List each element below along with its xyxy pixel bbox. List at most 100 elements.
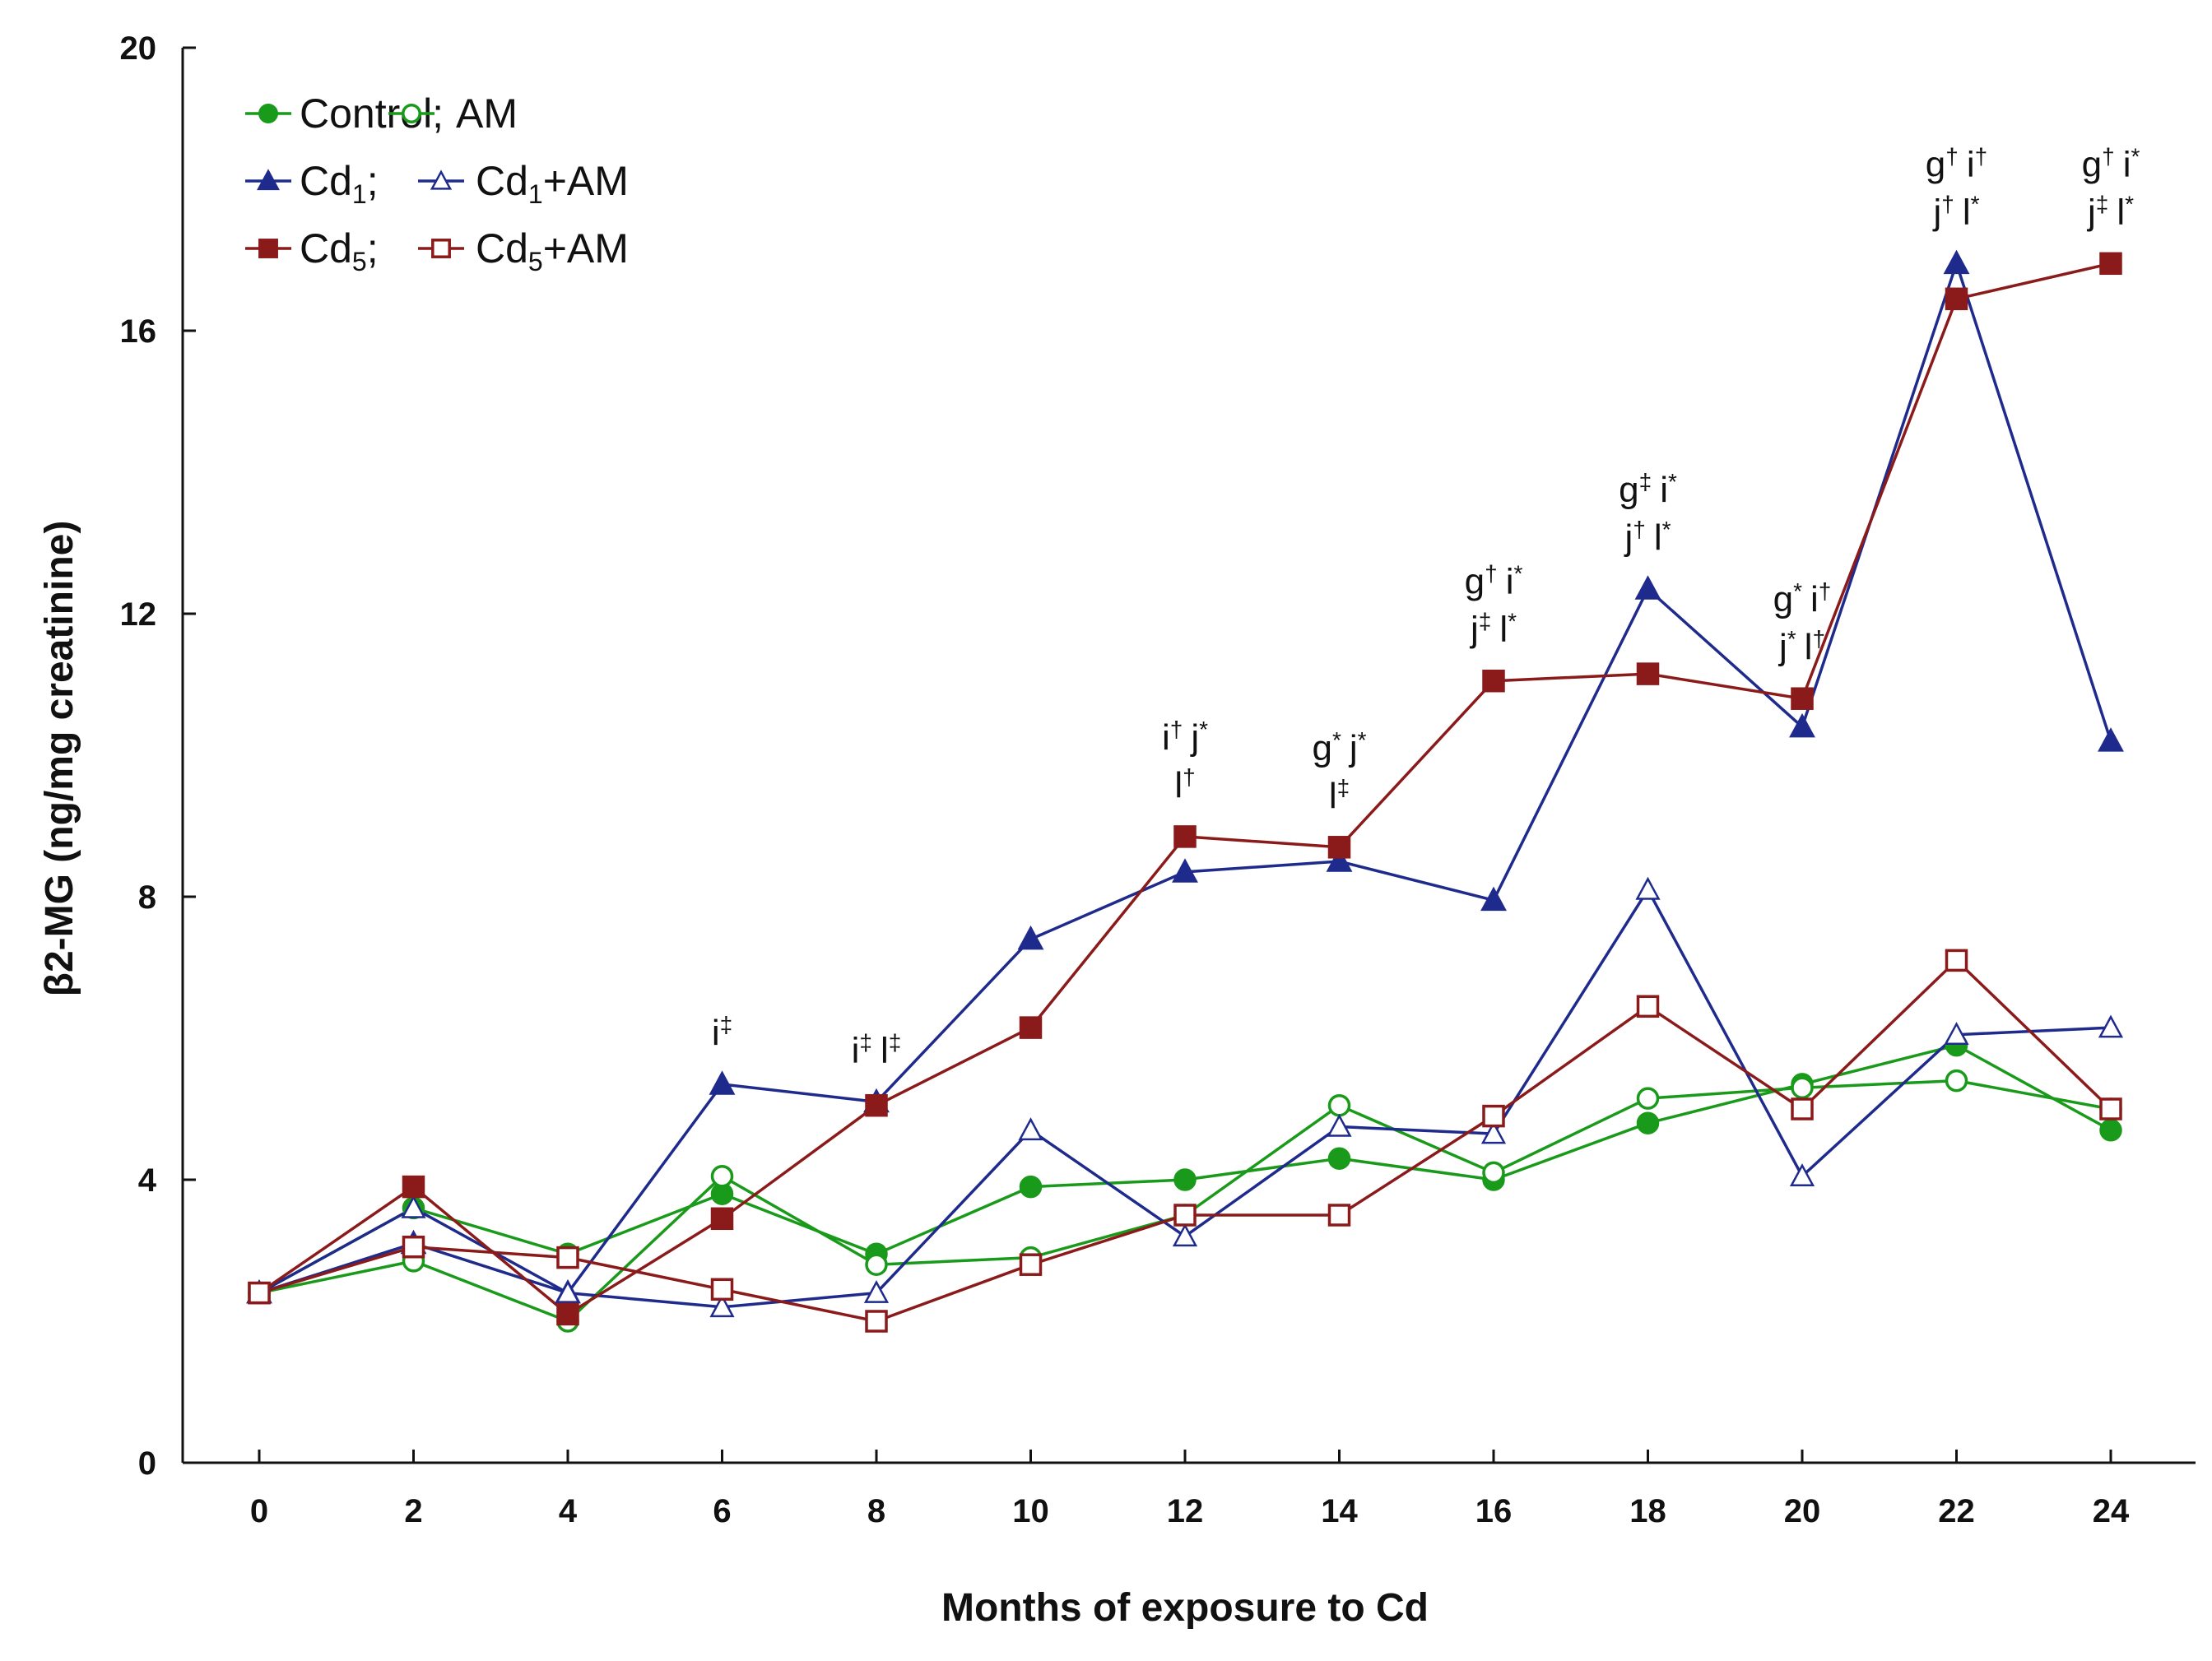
legend-label-subscript: 1 bbox=[528, 179, 543, 209]
annotation-symbol: † bbox=[1170, 716, 1183, 741]
legend-label-tail: ; bbox=[367, 225, 379, 271]
annotation-letter: j bbox=[1778, 627, 1787, 667]
data-point-cd5-am bbox=[1482, 1104, 1505, 1128]
data-point-cd5 bbox=[1327, 836, 1351, 859]
annotation-symbol: * bbox=[1971, 191, 1980, 216]
annotation-label: i‡ bbox=[712, 1011, 732, 1053]
annotation-label: j‡ l* bbox=[2086, 191, 2134, 233]
annotation-label: l‡ bbox=[1329, 774, 1350, 816]
annotation-letter: l bbox=[1963, 192, 1971, 232]
y-tick-label: 12 bbox=[120, 596, 157, 633]
annotation-letter: g bbox=[1926, 144, 1945, 184]
data-point-control bbox=[1173, 1168, 1197, 1191]
legend-marker-cd1 bbox=[257, 169, 280, 191]
annotation-letter: l bbox=[2117, 192, 2125, 232]
data-point-cd1-am bbox=[863, 1279, 890, 1303]
annotation-symbol: ‡ bbox=[2096, 191, 2109, 216]
y-tick-label: 4 bbox=[138, 1162, 157, 1199]
series-markers bbox=[246, 249, 2124, 1333]
legend-label-subscript: 5 bbox=[352, 247, 367, 276]
annotation-label: j† l* bbox=[1623, 516, 1671, 558]
annotation-letter: g bbox=[2082, 144, 2102, 184]
annotation-symbol: * bbox=[1793, 578, 1802, 604]
data-point-control bbox=[1636, 1111, 1660, 1134]
data-point-cd5 bbox=[556, 1302, 579, 1326]
data-point-cd5-am bbox=[1791, 1097, 1814, 1120]
annotation-symbol: * bbox=[2125, 191, 2134, 216]
data-point-cd5 bbox=[2099, 252, 2122, 276]
data-point-cd1 bbox=[1634, 575, 1661, 600]
data-point-cd1-am bbox=[1789, 1163, 1815, 1186]
y-tick-label: 16 bbox=[120, 313, 157, 350]
legend-label: Cd1; bbox=[300, 158, 379, 209]
annotation-symbol: * bbox=[1513, 560, 1522, 586]
annotation-letter: i bbox=[1660, 470, 1668, 510]
x-tick-label: 24 bbox=[2093, 1493, 2130, 1529]
legend-label-main: Cd bbox=[300, 158, 352, 204]
annotation-label: l† bbox=[1174, 763, 1195, 805]
data-point-cd5-am bbox=[556, 1246, 579, 1269]
data-point-cd1-am bbox=[1172, 1223, 1198, 1247]
annotation-symbol: * bbox=[1358, 726, 1367, 752]
data-point-cd1-am bbox=[1480, 1120, 1507, 1144]
annotation-letter: g bbox=[1773, 579, 1793, 619]
annotation-symbol: † bbox=[1485, 560, 1498, 586]
data-point-control bbox=[1327, 1147, 1351, 1170]
legend-label-main: Cd bbox=[476, 225, 528, 271]
annotation-label: g† i* bbox=[2082, 143, 2140, 185]
data-point-cd1-am bbox=[1327, 1113, 1352, 1137]
legend-label-main: Cd bbox=[476, 158, 528, 204]
annotation-letter: j bbox=[2086, 192, 2096, 232]
annotation-symbol: † bbox=[1945, 143, 1959, 169]
data-point-cd5 bbox=[1019, 1016, 1043, 1039]
data-point-cd1 bbox=[2098, 727, 2124, 752]
annotation-symbol: * bbox=[1668, 468, 1677, 494]
data-point-cd1-am bbox=[1018, 1117, 1043, 1141]
annotation-label: g‡ i* bbox=[1619, 468, 1677, 510]
data-point-cd5 bbox=[1636, 662, 1660, 685]
annotation-letter: j bbox=[1623, 517, 1633, 558]
x-tick-label: 22 bbox=[1938, 1493, 1975, 1529]
annotation-label: i† j* bbox=[1162, 716, 1208, 758]
annotation-symbol: † bbox=[1812, 626, 1825, 652]
legend-label-tail: +AM bbox=[543, 225, 629, 271]
annotation-letter: g bbox=[1619, 470, 1638, 510]
annotation-letter: j bbox=[1348, 728, 1358, 768]
annotation-symbol: * bbox=[1199, 716, 1208, 741]
annotation-letter: g bbox=[1312, 728, 1331, 768]
legend-marker-control bbox=[258, 104, 278, 123]
annotation-letter: i bbox=[1810, 579, 1819, 619]
x-tick-label: 4 bbox=[559, 1493, 578, 1529]
annotation-symbol: ‡ bbox=[720, 1011, 733, 1037]
annotation-letter: l bbox=[1805, 627, 1813, 667]
annotation-label: j† l* bbox=[1931, 191, 1979, 233]
annotation-label: i‡ l‡ bbox=[852, 1029, 902, 1071]
legend-marker-cd1-am bbox=[430, 169, 453, 190]
data-point-cd5 bbox=[1791, 687, 1814, 710]
data-point-cd1-am bbox=[709, 1294, 735, 1318]
data-point-cd1 bbox=[709, 1070, 736, 1095]
annotation-letter: i bbox=[2123, 144, 2131, 184]
annotation-label: g* j* bbox=[1312, 726, 1366, 768]
annotation-letter: l bbox=[1499, 610, 1508, 650]
data-point-cd1-am bbox=[555, 1279, 581, 1303]
legend-label-subscript: 1 bbox=[352, 179, 367, 209]
x-tick-label: 14 bbox=[1321, 1493, 1358, 1529]
data-point-cd5 bbox=[1482, 669, 1505, 693]
annotation-symbol: † bbox=[1819, 578, 1832, 604]
x-tick-label: 18 bbox=[1629, 1493, 1666, 1529]
legend-label-main: AM bbox=[456, 90, 518, 137]
data-point-am bbox=[710, 1164, 734, 1188]
annotation-symbol: ‡ bbox=[889, 1029, 902, 1055]
annotation-letter: g bbox=[1465, 562, 1485, 602]
annotation-symbol: ‡ bbox=[859, 1029, 872, 1055]
y-tick-label: 0 bbox=[138, 1445, 156, 1482]
data-point-cd1-am bbox=[401, 1195, 426, 1218]
data-point-cd5-am bbox=[710, 1278, 734, 1301]
annotation-symbol: * bbox=[1787, 626, 1796, 652]
data-point-cd5 bbox=[1945, 287, 1968, 311]
data-point-cd1 bbox=[1172, 858, 1198, 883]
data-point-cd5 bbox=[402, 1175, 425, 1199]
